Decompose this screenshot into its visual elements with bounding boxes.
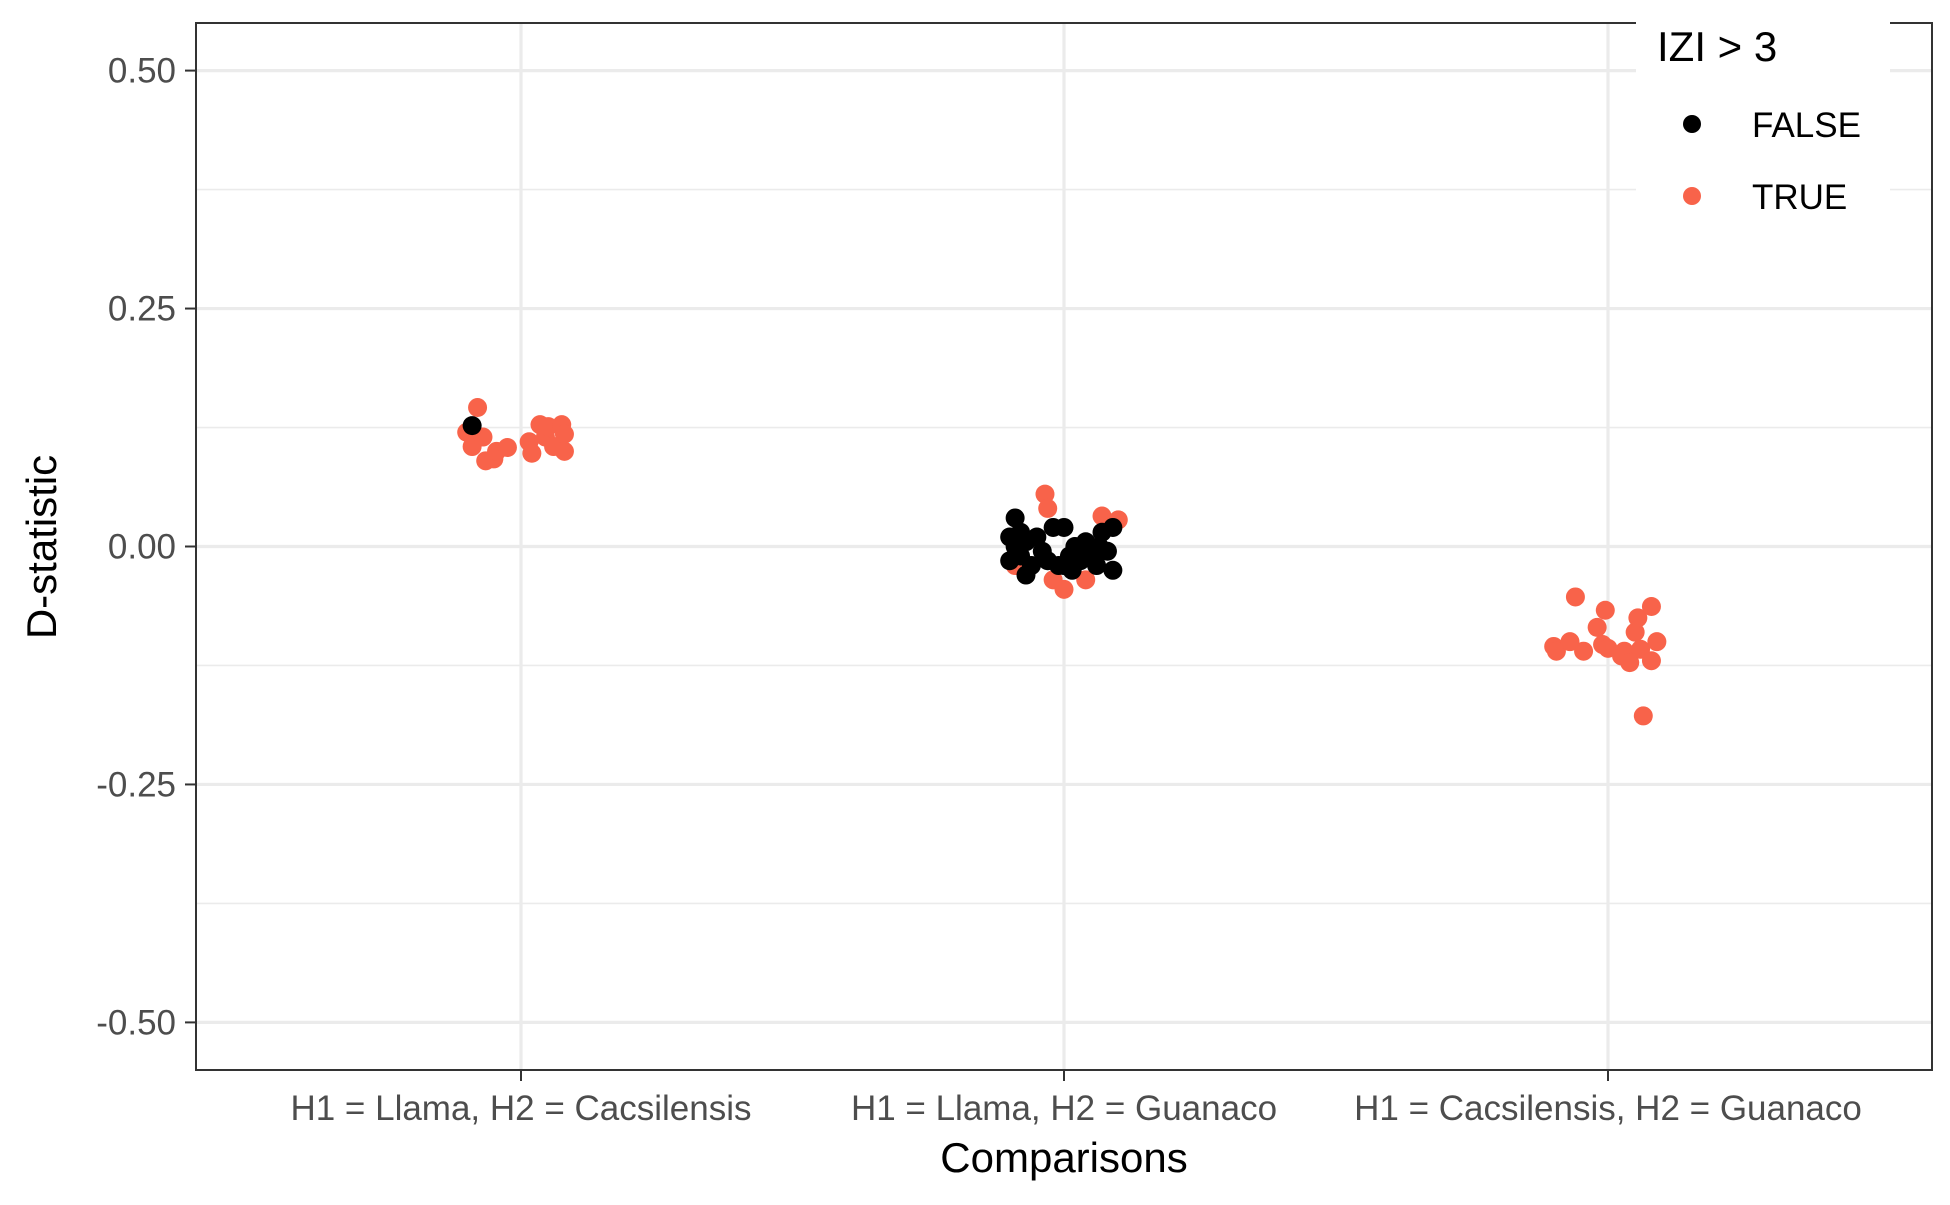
legend: IZI > 3 FALSE TRUE <box>1636 20 1890 217</box>
grid-lines <box>196 23 1932 1070</box>
data-point-false <box>1089 537 1109 556</box>
legend-title: IZI > 3 <box>1657 23 1777 70</box>
data-point-false <box>1027 527 1047 547</box>
data-point-true <box>1641 651 1661 671</box>
data-point-false <box>462 416 482 436</box>
data-point-true <box>1546 641 1566 661</box>
data-point-false <box>1011 522 1031 542</box>
y-axis-title: D-statistic <box>18 455 65 639</box>
legend-label-false: FALSE <box>1752 106 1861 145</box>
data-point-true <box>522 443 542 463</box>
data-point-true <box>1641 596 1661 616</box>
data-point-false <box>1087 556 1107 576</box>
data-point-true <box>1587 617 1607 637</box>
data-point-true <box>1038 498 1058 518</box>
data-point-true <box>554 441 574 461</box>
data-point-true <box>1628 608 1648 628</box>
data-point-false <box>1005 508 1025 528</box>
data-point-true <box>497 438 517 458</box>
legend-key-true <box>1683 187 1701 205</box>
legend-key-false <box>1683 115 1701 133</box>
data-point-true <box>1565 587 1585 607</box>
y-axis: 0.50 0.25 0.00 -0.25 -0.50 <box>96 52 196 1042</box>
data-point-false <box>1054 517 1074 537</box>
y-tick-label: 0.50 <box>108 52 176 91</box>
data-point-true <box>1647 632 1667 652</box>
data-point-true <box>468 398 488 418</box>
data-point-false <box>1016 565 1036 585</box>
x-tick-label: H1 = Llama, H2 = Cacsilensis <box>290 1089 751 1128</box>
data-point-false <box>1103 560 1123 580</box>
y-tick-label: -0.25 <box>96 765 176 804</box>
data-point-true <box>1035 484 1055 504</box>
x-axis: H1 = Llama, H2 = Cacsilensis H1 = Llama, … <box>290 1070 1862 1128</box>
data-point-true <box>1560 632 1580 652</box>
y-tick-label: 0.00 <box>108 528 176 567</box>
y-tick-label: -0.50 <box>96 1003 176 1042</box>
data-point-true <box>554 424 574 444</box>
x-tick-label: H1 = Cacsilensis, H2 = Guanaco <box>1354 1089 1862 1128</box>
data-point-true <box>1633 706 1653 726</box>
data-points <box>457 398 1667 726</box>
data-point-true <box>1076 570 1096 590</box>
data-point-false <box>1000 551 1020 571</box>
x-tick-label: H1 = Llama, H2 = Guanaco <box>851 1089 1277 1128</box>
data-point-true <box>1574 641 1594 661</box>
data-point-true <box>1054 579 1074 599</box>
data-point-true <box>1625 622 1645 642</box>
data-point-false <box>1054 556 1074 576</box>
legend-background <box>1636 20 1890 192</box>
data-point-false <box>1070 541 1090 561</box>
data-point-false <box>1103 517 1123 537</box>
data-point-true <box>1595 600 1615 620</box>
data-point-true <box>1620 653 1640 673</box>
x-axis-title: Comparisons <box>940 1134 1187 1181</box>
legend-label-true: TRUE <box>1752 178 1847 217</box>
y-tick-label: 0.25 <box>108 290 176 329</box>
